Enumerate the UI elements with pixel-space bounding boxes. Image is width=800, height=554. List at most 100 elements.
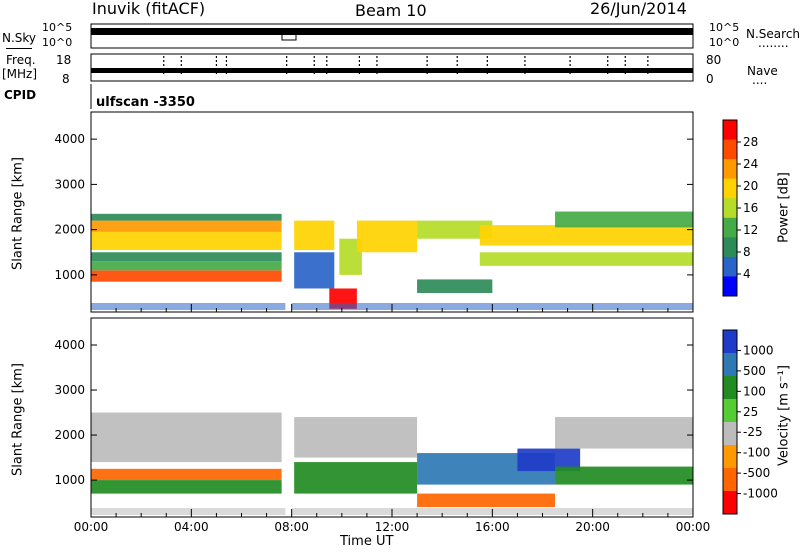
nave-marker: .... [752, 73, 768, 87]
velocity-cell [517, 448, 581, 472]
power-data-gap [285, 113, 292, 311]
power-ytick-label: 3000 [54, 177, 85, 191]
nsky-trace [91, 28, 693, 35]
velocity-colorbar-label: Velocity [m s⁻¹] [776, 365, 792, 466]
power-colorbar-label: Power [dB] [776, 172, 792, 243]
power-colorbar-segment [723, 198, 737, 219]
velocity-cell [294, 462, 418, 494]
velocity-ytick-label: 3000 [54, 383, 85, 397]
velocity-colorbar-segment [723, 468, 737, 492]
velocity-colorbar-segment [723, 353, 737, 377]
power-cell [91, 213, 282, 221]
nsearch-tick-top: 10^5 [709, 21, 740, 34]
power-colorbar-tick-label: 28 [743, 135, 758, 149]
velocity-ytick-label: 1000 [54, 473, 85, 487]
nsky-tick-bottom: 10^0 [42, 36, 73, 49]
nsky-trace-dip [281, 33, 297, 41]
power-colorbar-tick-label: 24 [743, 157, 758, 171]
velocity-colorbar-tick-label: -25 [743, 425, 763, 439]
velocity-colorbar-tick-label: 1000 [743, 343, 774, 357]
velocity-cell [294, 417, 418, 458]
power-cell [294, 220, 335, 251]
power-cell [555, 211, 693, 228]
nave-tick-top: 80 [706, 53, 722, 67]
cpid-label: CPID [4, 88, 37, 102]
power-cell [417, 279, 493, 293]
velocity-colorbar-tick-label: 500 [743, 364, 766, 378]
x-tick-label: 08:00 [274, 520, 309, 534]
power-cell [417, 220, 493, 239]
velocity-colorbar-tick-label: -500 [743, 466, 770, 480]
power-cell [91, 252, 282, 262]
x-tick-label: 20:00 [575, 520, 610, 534]
velocity-cell [91, 412, 282, 463]
beam-title: Beam 10 [355, 1, 427, 20]
velocity-colorbar-segment [723, 491, 737, 515]
x-tick-label: 16:00 [475, 520, 510, 534]
power-colorbar-tick-label: 12 [743, 223, 758, 237]
power-cell [339, 238, 362, 275]
power-ytick-label: 1000 [54, 268, 85, 282]
velocity-cell [91, 468, 282, 481]
power-cell [479, 252, 693, 266]
velocity-ytick-label: 2000 [54, 428, 85, 442]
power-colorbar-tick-label: 4 [743, 267, 751, 281]
power-colorbar-segment [723, 276, 737, 297]
x-tick-label: 04:00 [174, 520, 209, 534]
nsky-label: N.Sky [2, 31, 37, 45]
power-cell [91, 261, 282, 271]
power-colorbar-segment [723, 120, 737, 141]
nsearch-marker: ........ [758, 36, 789, 50]
nsky-tick-top: 10^5 [42, 21, 73, 34]
nsky-panel-frame [90, 23, 694, 49]
velocity-data-gap [285, 319, 292, 516]
freq-tick-bottom: 8 [62, 72, 70, 86]
date-title: 26/Jun/2014 [590, 0, 687, 18]
velocity-colorbar-tick-label: -1000 [743, 487, 778, 501]
power-colorbar-segment [723, 237, 737, 258]
velocity-colorbar-frame [722, 329, 738, 515]
power-ytick-label: 4000 [54, 132, 85, 146]
velocity-colorbar-tick-label: 25 [743, 405, 758, 419]
freq-units-label: [MHz] [2, 67, 38, 81]
velocity-colorbar-segment [723, 330, 737, 354]
x-tick-label: 00:00 [74, 520, 109, 534]
power-cell [294, 252, 335, 289]
power-colorbar-tick-label: 20 [743, 179, 758, 193]
power-cell [91, 231, 282, 251]
x-tick-label: 00:00 [676, 520, 711, 534]
power-colorbar-tick-label: 16 [743, 201, 758, 215]
power-cell [356, 220, 418, 253]
power-colorbar-segment [723, 256, 737, 277]
power-colorbar-segment [723, 159, 737, 180]
velocity-colorbar-segment [723, 399, 737, 423]
power-ylabel: Slant Range [km] [10, 157, 26, 270]
nave-label: Nave [747, 64, 778, 78]
power-colorbar-segment [723, 217, 737, 238]
velocity-colorbar-tick-label: 100 [743, 384, 766, 398]
nsearch-label: N.Search [746, 27, 800, 41]
velocity-cell [555, 417, 693, 449]
freq-label: Freq. [6, 53, 36, 67]
velocity-colorbar-tick-label: -100 [743, 446, 770, 460]
freq-trace [91, 68, 693, 73]
nsearch-tick-bottom: 10^0 [709, 36, 740, 49]
velocity-colorbar-segment [723, 422, 737, 446]
velocity-ytick-label: 4000 [54, 338, 85, 352]
velocity-cell [417, 493, 556, 508]
freq-panel-frame [90, 53, 694, 82]
velocity-colorbar-segment [723, 445, 737, 469]
velocity-ylabel: Slant Range [km] [10, 363, 26, 476]
power-cell [91, 270, 282, 282]
x-axis-label: Time UT [340, 534, 394, 549]
power-cell [479, 225, 693, 246]
velocity-cell [91, 480, 282, 494]
velocity-cell [555, 466, 693, 485]
power-ytick-label: 2000 [54, 223, 85, 237]
power-colorbar-segment [723, 139, 737, 160]
power-colorbar-tick-label: 8 [743, 245, 751, 259]
freq-tick-top: 18 [56, 53, 72, 67]
power-cell [91, 220, 282, 232]
power-colorbar-segment [723, 178, 737, 199]
